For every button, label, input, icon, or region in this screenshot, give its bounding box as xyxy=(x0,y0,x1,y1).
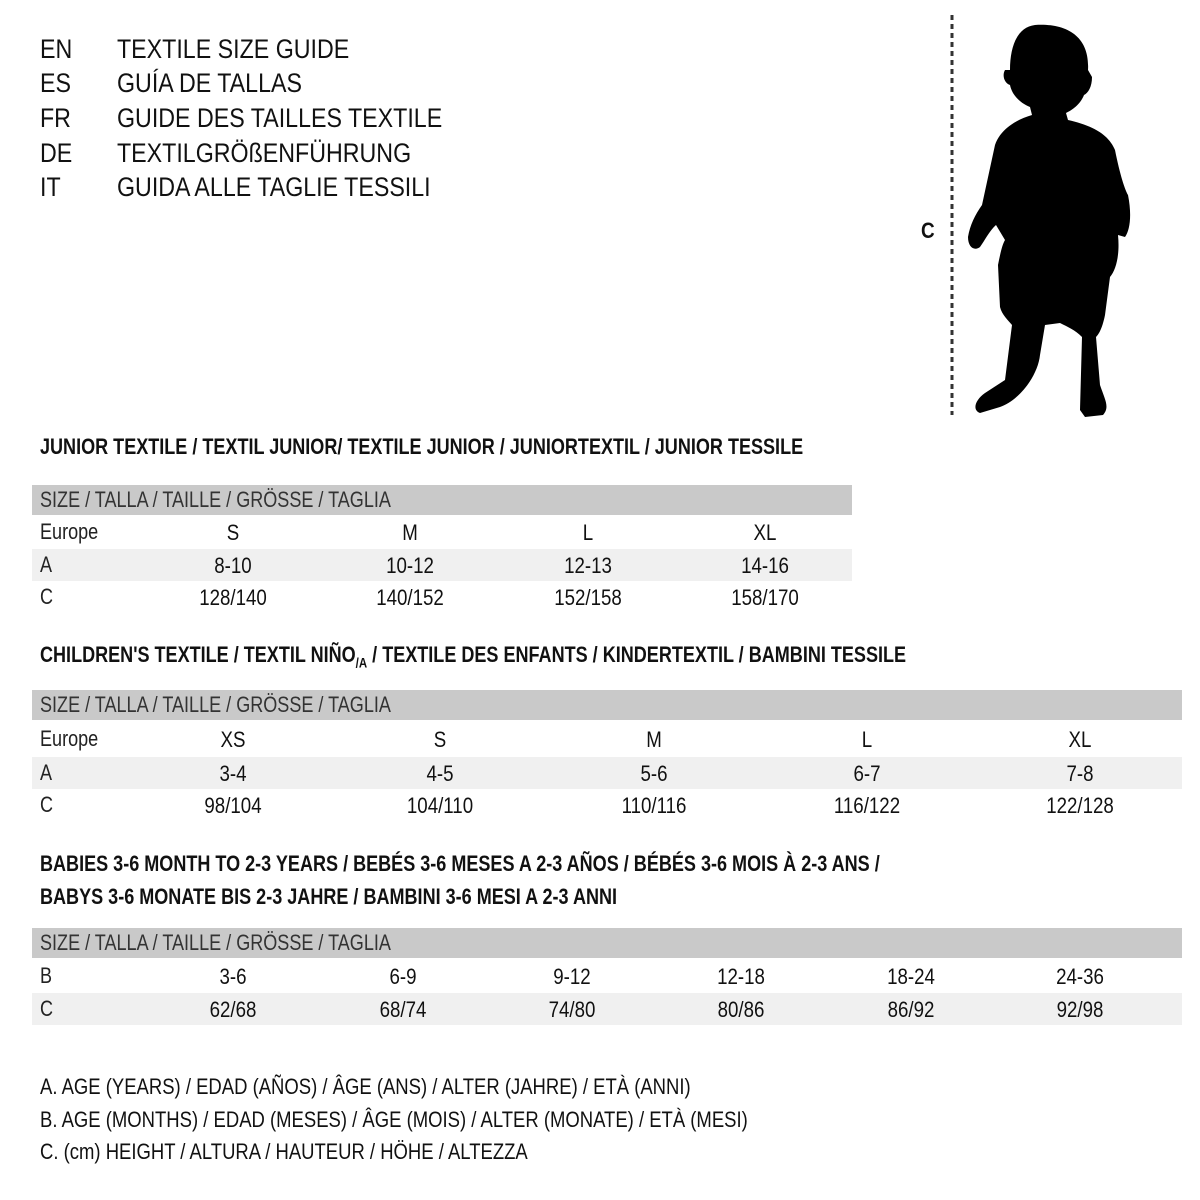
title-text: GUÍA DE TALLAS xyxy=(117,68,302,98)
row-label: C xyxy=(40,584,54,609)
cell: 4-5 xyxy=(426,761,454,786)
table-row: A 3-4 4-5 5-6 6-7 7-8 xyxy=(32,757,1182,789)
row-label: B xyxy=(40,963,53,988)
cell: 74/80 xyxy=(548,997,596,1022)
row-label: A xyxy=(40,760,53,785)
legend-item: B. AGE (MONTHS) / EDAD (MESES) / ÂGE (MO… xyxy=(40,1107,748,1132)
table-row: B 3-6 6-9 9-12 12-18 18-24 24-36 xyxy=(32,960,1182,992)
table-header: SIZE / TALLA / TAILLE / GRÖSSE / TAGLIA xyxy=(32,690,1182,720)
cell: 152/158 xyxy=(554,585,622,610)
cell: XL xyxy=(1068,727,1092,752)
cell: L xyxy=(582,520,594,545)
cell: 116/122 xyxy=(833,793,901,818)
cell: 158/170 xyxy=(731,585,799,610)
table-row: Europe S M L XL xyxy=(32,516,852,548)
table-header-label: SIZE / TALLA / TAILLE / GRÖSSE / TAGLIA xyxy=(40,930,391,955)
table-row: C 98/104 104/110 110/116 116/122 122/128 xyxy=(32,789,1182,821)
table-header-label: SIZE / TALLA / TAILLE / GRÖSSE / TAGLIA xyxy=(40,487,391,512)
legend-item: C. (cm) HEIGHT / ALTURA / HAUTEUR / HÖHE… xyxy=(40,1139,528,1164)
cell: 7-8 xyxy=(1066,761,1094,786)
heading-part: CHILDREN'S TEXTILE / TEXTIL NIÑO xyxy=(40,642,356,667)
heading-subscript: /A xyxy=(355,654,368,671)
cell: 14-16 xyxy=(741,553,789,578)
table-header-label: SIZE / TALLA / TAILLE / GRÖSSE / TAGLIA xyxy=(40,692,391,717)
legend-item: A. AGE (YEARS) / EDAD (AÑOS) / ÂGE (ANS)… xyxy=(40,1074,691,1099)
cell: 3-6 xyxy=(219,964,247,989)
cell: 3-4 xyxy=(219,761,247,786)
cell: 110/116 xyxy=(621,793,687,818)
babies-heading-line2: BABYS 3-6 MONATE BIS 2-3 JAHRE / BAMBINI… xyxy=(40,884,618,909)
cell: 122/128 xyxy=(1046,793,1114,818)
lang-code: FR xyxy=(40,103,71,133)
babies-heading-line1: BABIES 3-6 MONTH TO 2-3 YEARS / BEBÉS 3-… xyxy=(40,851,880,876)
cell: 86/92 xyxy=(887,997,935,1022)
cell: 12-13 xyxy=(564,553,612,578)
table-header: SIZE / TALLA / TAILLE / GRÖSSE / TAGLIA xyxy=(32,928,1182,958)
cell: 98/104 xyxy=(204,793,262,818)
cell: 62/68 xyxy=(209,997,257,1022)
junior-heading: JUNIOR TEXTILE / TEXTIL JUNIOR/ TEXTILE … xyxy=(40,434,804,459)
row-label: C xyxy=(40,792,54,817)
children-heading: CHILDREN'S TEXTILE / TEXTIL NIÑO/A / TEX… xyxy=(40,642,906,670)
title-text: GUIDA ALLE TAGLIE TESSILI xyxy=(117,172,431,202)
row-label: Europe xyxy=(40,519,99,544)
lang-code: ES xyxy=(40,68,71,98)
table-row: C 62/68 68/74 74/80 80/86 86/92 92/98 xyxy=(32,993,1182,1025)
child-silhouette-icon xyxy=(950,15,1131,418)
cell: 92/98 xyxy=(1056,997,1104,1022)
table-row: A 8-10 10-12 12-13 14-16 xyxy=(32,549,852,581)
cell: S xyxy=(226,520,240,545)
cell: 24-36 xyxy=(1056,964,1104,989)
cell: S xyxy=(433,727,447,752)
cell: 6-9 xyxy=(389,964,417,989)
table-row: C 128/140 140/152 152/158 158/170 xyxy=(32,581,852,613)
cell: 104/110 xyxy=(406,793,474,818)
cell: 10-12 xyxy=(386,553,434,578)
cell: 6-7 xyxy=(853,761,881,786)
cell: XL xyxy=(753,520,777,545)
row-label: A xyxy=(40,552,53,577)
title-text: TEXTILGRÖßENFÜHRUNG xyxy=(117,138,412,168)
cell: L xyxy=(861,727,873,752)
cell: 5-6 xyxy=(640,761,668,786)
lang-code: EN xyxy=(40,34,73,64)
cell: M xyxy=(402,520,418,545)
cell: 140/152 xyxy=(376,585,444,610)
title-text: GUIDE DES TAILLES TEXTILE xyxy=(117,103,443,133)
lang-code: IT xyxy=(40,172,61,202)
cell: 128/140 xyxy=(199,585,267,610)
cell: 12-18 xyxy=(717,964,765,989)
cell: 8-10 xyxy=(214,553,252,578)
title-text: TEXTILE SIZE GUIDE xyxy=(117,34,350,64)
table-row: Europe XS S M L XL xyxy=(32,723,1182,755)
table-header: SIZE / TALLA / TAILLE / GRÖSSE / TAGLIA xyxy=(32,485,852,515)
heading-part: / TEXTILE DES ENFANTS / KINDERTEXTIL / B… xyxy=(367,642,907,667)
cell: 18-24 xyxy=(887,964,935,989)
cell: M xyxy=(646,727,662,752)
cell: 9-12 xyxy=(553,964,591,989)
cell: 68/74 xyxy=(379,997,427,1022)
cell: 80/86 xyxy=(717,997,765,1022)
row-label: Europe xyxy=(40,726,99,751)
row-label: C xyxy=(40,996,54,1021)
cell: XS xyxy=(220,727,246,752)
lang-code: DE xyxy=(40,138,73,168)
height-label: C xyxy=(921,218,935,243)
